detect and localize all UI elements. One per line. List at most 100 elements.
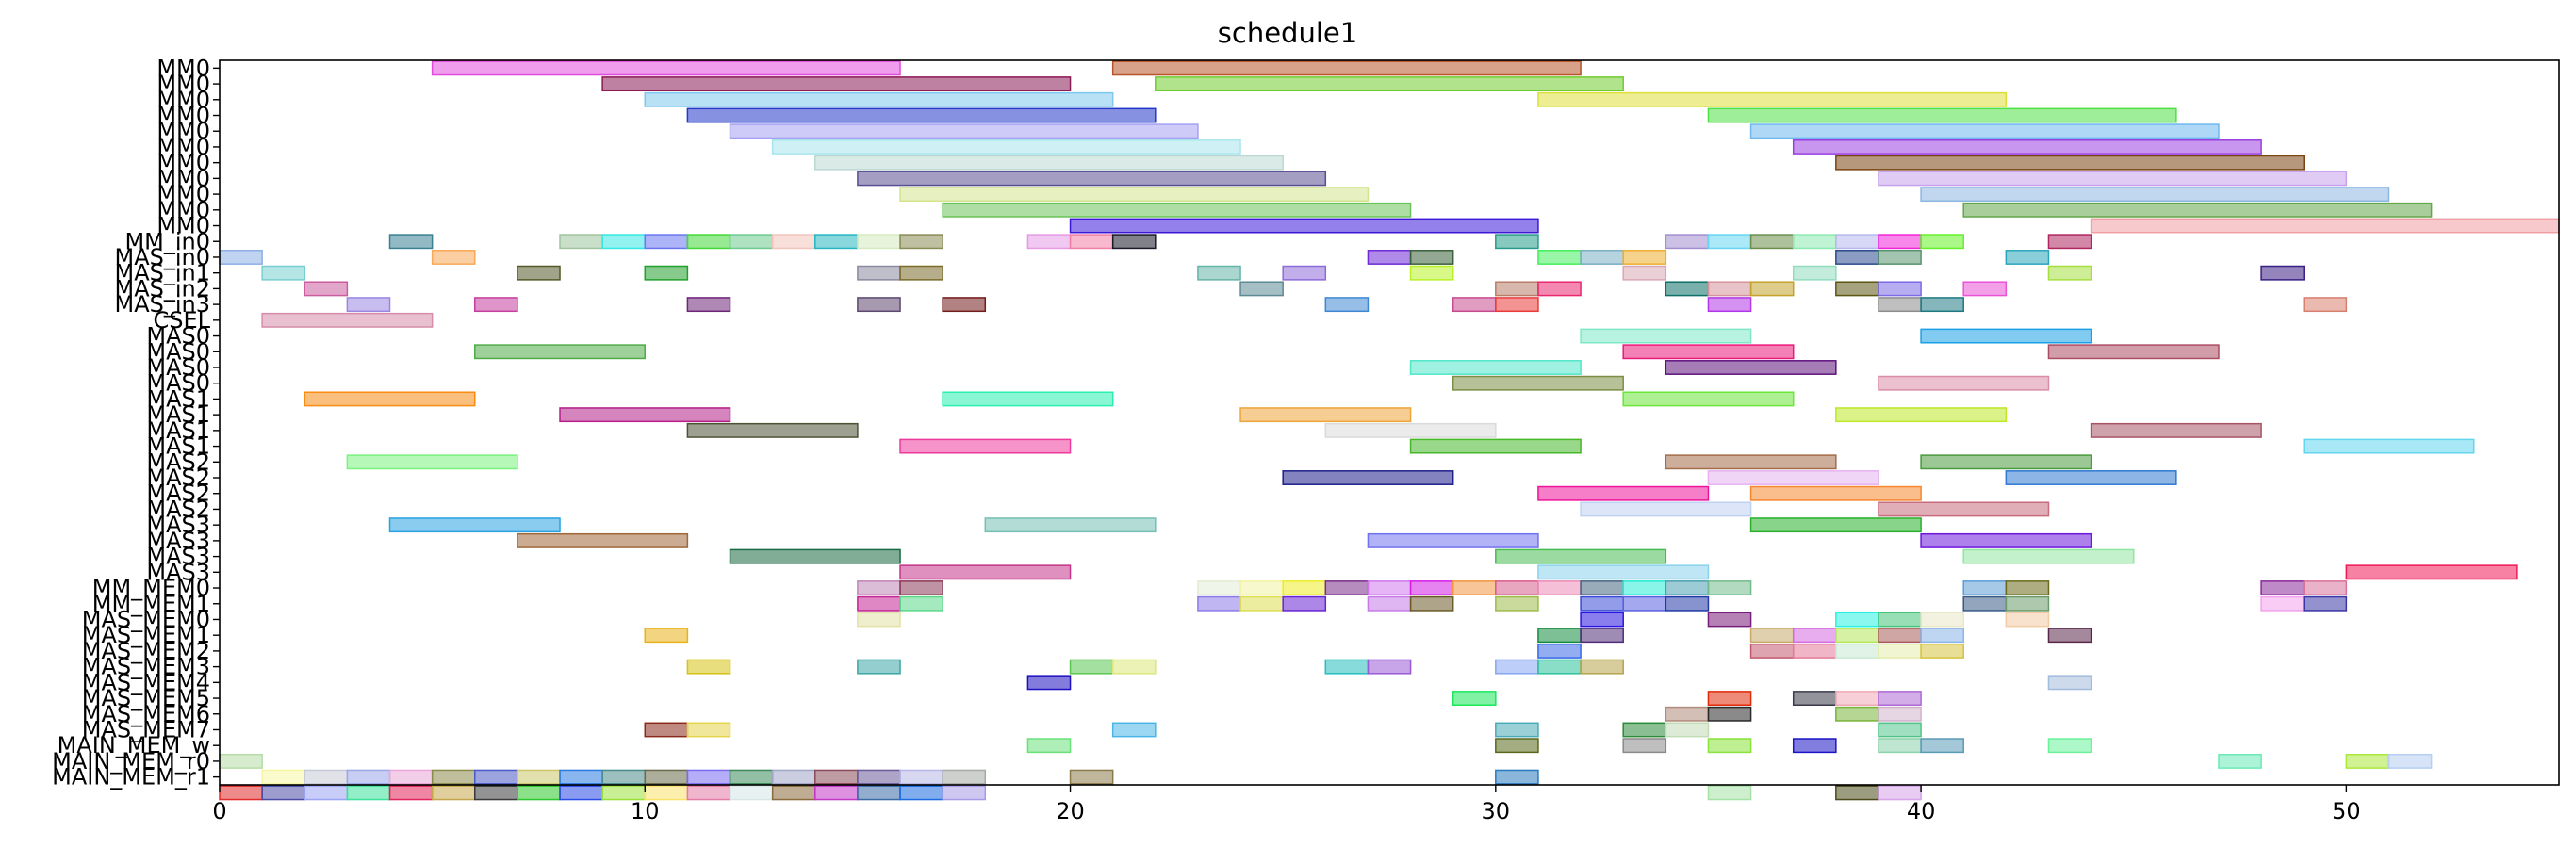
task-bar [1240, 581, 1283, 595]
task-bar [1027, 676, 1070, 689]
task-bar [1071, 235, 1113, 248]
task-bar [2092, 424, 2262, 437]
task-bar [687, 660, 730, 673]
task-bar [1836, 282, 1879, 295]
task-bar [2006, 471, 2176, 484]
task-bar [2388, 755, 2431, 768]
task-bar [1113, 660, 1156, 673]
task-bar [1665, 581, 1708, 595]
task-bar [304, 392, 475, 405]
task-bar [730, 770, 773, 783]
task-bar [1113, 61, 1581, 74]
task-bar [1496, 581, 1538, 595]
task-bar [1836, 628, 1879, 642]
task-bar [1794, 266, 1836, 279]
task-bar [1708, 786, 1750, 799]
task-bar [1751, 487, 1922, 500]
task-bar [1071, 660, 1113, 673]
task-bar [2048, 235, 2091, 248]
task-bar [1071, 770, 1113, 783]
task-bar [2346, 565, 2517, 579]
task-bar [1836, 235, 1879, 248]
task-bar [433, 61, 900, 74]
task-bar [1879, 692, 1921, 705]
task-bar [475, 345, 646, 358]
task-bar [687, 786, 730, 799]
task-bar [475, 770, 517, 783]
task-bar [1581, 502, 1751, 515]
task-bar [1538, 282, 1581, 295]
task-bar [687, 424, 858, 437]
task-bar [1538, 251, 1581, 264]
task-bar [858, 770, 900, 783]
task-bar [2346, 755, 2388, 768]
task-bar [1751, 628, 1794, 642]
task-bar [1836, 692, 1879, 705]
task-bar [1708, 581, 1750, 595]
task-bar [220, 755, 262, 768]
x-tick-label: 40 [1907, 798, 1936, 824]
task-bar [815, 786, 858, 799]
task-bar [900, 188, 1368, 201]
task-bar [645, 628, 687, 642]
task-bar [347, 786, 389, 799]
task-bar [1751, 518, 1922, 531]
task-bar [1027, 235, 1070, 248]
task-bar [858, 298, 900, 311]
task-bar [2048, 345, 2219, 358]
task-bar [1496, 298, 1538, 311]
task-bar [1538, 628, 1581, 642]
task-bar [2048, 628, 2091, 642]
task-bar [1368, 251, 1410, 264]
task-bar [1879, 739, 1921, 752]
task-bar [1751, 124, 2219, 138]
task-bar [1665, 597, 1708, 611]
task-bar [815, 235, 858, 248]
task-bar [1453, 692, 1496, 705]
task-bar [900, 439, 1071, 452]
task-bar [390, 518, 561, 531]
task-bar [1963, 549, 2134, 563]
task-bar [1836, 786, 1879, 799]
task-bar [1836, 644, 1879, 658]
task-bar [2219, 755, 2261, 768]
task-bar [1453, 581, 1496, 595]
task-bar [1071, 219, 1538, 232]
task-bar [1708, 235, 1750, 248]
task-bar [1368, 581, 1410, 595]
task-bar [1879, 251, 1921, 264]
task-bar [1538, 660, 1581, 673]
task-bar [1751, 235, 1794, 248]
task-bar [1879, 298, 1921, 311]
task-bar [475, 786, 517, 799]
task-bar [2006, 612, 2048, 626]
task-bar [2006, 581, 2048, 595]
task-bar [1581, 597, 1623, 611]
task-bar [1623, 251, 1665, 264]
task-bar [773, 786, 815, 799]
task-bar [304, 770, 347, 783]
task-bar [1963, 581, 2006, 595]
task-bar [1836, 612, 1879, 626]
task-bar [943, 298, 985, 311]
task-bar [262, 314, 433, 327]
task-bar [2048, 676, 2091, 689]
task-bar [773, 140, 1240, 154]
task-bar [1921, 612, 1963, 626]
task-bar [304, 786, 347, 799]
task-bar [1794, 739, 1836, 752]
task-bar [1665, 723, 1708, 736]
task-bar [858, 786, 900, 799]
task-bar [1665, 361, 1836, 374]
task-bar [1665, 455, 1836, 468]
task-bar [900, 581, 943, 595]
task-bar [687, 298, 730, 311]
task-bar [2048, 266, 2091, 279]
task-bar [730, 124, 1198, 138]
task-bar [1113, 235, 1156, 248]
task-bar [560, 408, 730, 421]
task-bar [1794, 628, 1836, 642]
task-bar [858, 597, 900, 611]
task-bar [730, 786, 773, 799]
